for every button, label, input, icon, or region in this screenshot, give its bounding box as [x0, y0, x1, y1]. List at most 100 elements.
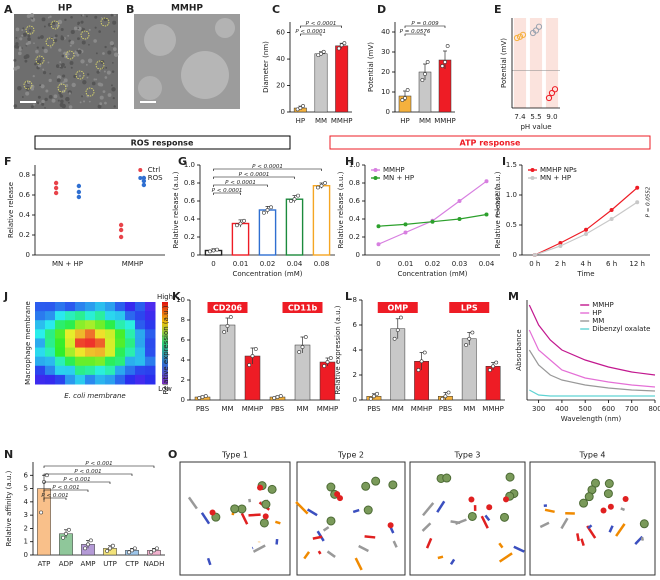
data-point — [420, 78, 425, 82]
marker — [376, 242, 381, 247]
x-tick-label: 0.04 — [287, 260, 303, 268]
texture — [80, 95, 84, 98]
heat-cell — [65, 320, 76, 330]
heat-cell — [135, 374, 146, 385]
texture — [80, 59, 85, 64]
atom — [361, 481, 371, 491]
data-point — [548, 89, 556, 97]
x-tick-label: 5.5 — [530, 113, 541, 121]
y-tick-label: 0 — [513, 251, 517, 259]
heat-cell — [125, 338, 136, 349]
image-title: MMHP — [171, 4, 203, 14]
p-value: P = 0.009 — [411, 21, 439, 27]
bracket — [300, 33, 322, 36]
x-tick-label: PBS — [196, 405, 210, 413]
heat-cell — [75, 356, 86, 367]
data-point — [53, 180, 59, 186]
heat-cell — [75, 338, 86, 349]
x-tick-label: 0.04 — [479, 260, 495, 268]
p-value: P < 0.0001 — [239, 172, 270, 178]
texture — [111, 87, 116, 92]
data-point — [118, 222, 124, 228]
texture — [70, 29, 75, 35]
y-tick-label: 0 — [386, 108, 390, 116]
panel-label: J — [3, 290, 8, 303]
data-point — [67, 527, 71, 532]
heat-cell — [105, 320, 116, 330]
data-point — [443, 60, 447, 64]
series-line — [528, 349, 656, 392]
texture — [64, 66, 66, 69]
texture — [15, 42, 19, 46]
y-axis-label: Potential (mV) — [367, 42, 375, 92]
heat-cell — [55, 356, 66, 367]
texture — [49, 72, 52, 75]
texture — [79, 101, 82, 104]
group-label: OMP — [387, 304, 408, 313]
texture — [33, 103, 36, 106]
legend-label: ROS — [148, 174, 163, 182]
x-tick-label: 300 — [532, 405, 545, 413]
x-tick-label: MMHP — [434, 117, 456, 125]
data-point — [470, 330, 475, 335]
data-point — [208, 249, 212, 254]
x-tick-label: UTP — [103, 560, 117, 568]
x-axis-label: Concentration (mM) — [232, 270, 302, 278]
bond — [392, 540, 398, 548]
y-tick-label: 0.6 — [184, 197, 196, 205]
texture — [112, 47, 117, 52]
texture — [18, 46, 22, 50]
p-value: P < 0.001 — [52, 485, 79, 491]
panel-label: K — [172, 290, 181, 303]
texture — [23, 55, 28, 60]
x-tick-label: 0.02 — [260, 260, 276, 268]
x-tick-label: NADH — [144, 560, 165, 568]
panel-label: M — [508, 290, 519, 303]
data-point — [298, 106, 303, 110]
marker — [376, 224, 381, 229]
panel-label: G — [178, 155, 187, 168]
atom — [603, 489, 613, 499]
y-axis-label: Diameter (nm) — [262, 41, 270, 93]
x-tick-label: MM — [463, 405, 475, 413]
texture — [102, 90, 106, 93]
data-point — [108, 546, 112, 551]
x-tick-label: HP — [296, 117, 306, 125]
data-point — [111, 543, 115, 548]
atom — [257, 484, 264, 491]
data-point — [368, 396, 373, 401]
texture — [54, 34, 58, 38]
atom — [584, 492, 594, 502]
x-tick-label: MMHP — [331, 117, 353, 125]
particle — [85, 87, 95, 97]
micrograph-features — [13, 13, 119, 109]
error-bar — [443, 50, 447, 69]
data-point — [372, 394, 376, 399]
texture — [33, 42, 35, 45]
bond — [640, 536, 645, 541]
bracket — [404, 33, 426, 36]
p-value: P < 0.001 — [63, 477, 90, 483]
heat-cell — [95, 374, 106, 385]
texture — [86, 73, 90, 76]
heat-cell — [115, 347, 126, 358]
texture — [85, 63, 88, 66]
heat-cell — [45, 302, 56, 312]
bond — [322, 526, 330, 532]
atom — [267, 484, 277, 494]
texture — [77, 49, 82, 54]
data-point — [275, 395, 280, 399]
texture — [14, 44, 19, 49]
data-point — [398, 315, 403, 320]
heat-cell — [135, 311, 146, 321]
texture — [44, 97, 48, 102]
x-tick-label: MM — [315, 117, 327, 125]
texture — [48, 78, 52, 83]
legend-label: Ctrl — [148, 166, 161, 174]
y-tick-label: 2 — [181, 376, 185, 384]
bar — [219, 324, 236, 401]
atom — [363, 505, 373, 515]
legend-label: MN + HP — [383, 174, 414, 182]
marker — [609, 208, 614, 212]
